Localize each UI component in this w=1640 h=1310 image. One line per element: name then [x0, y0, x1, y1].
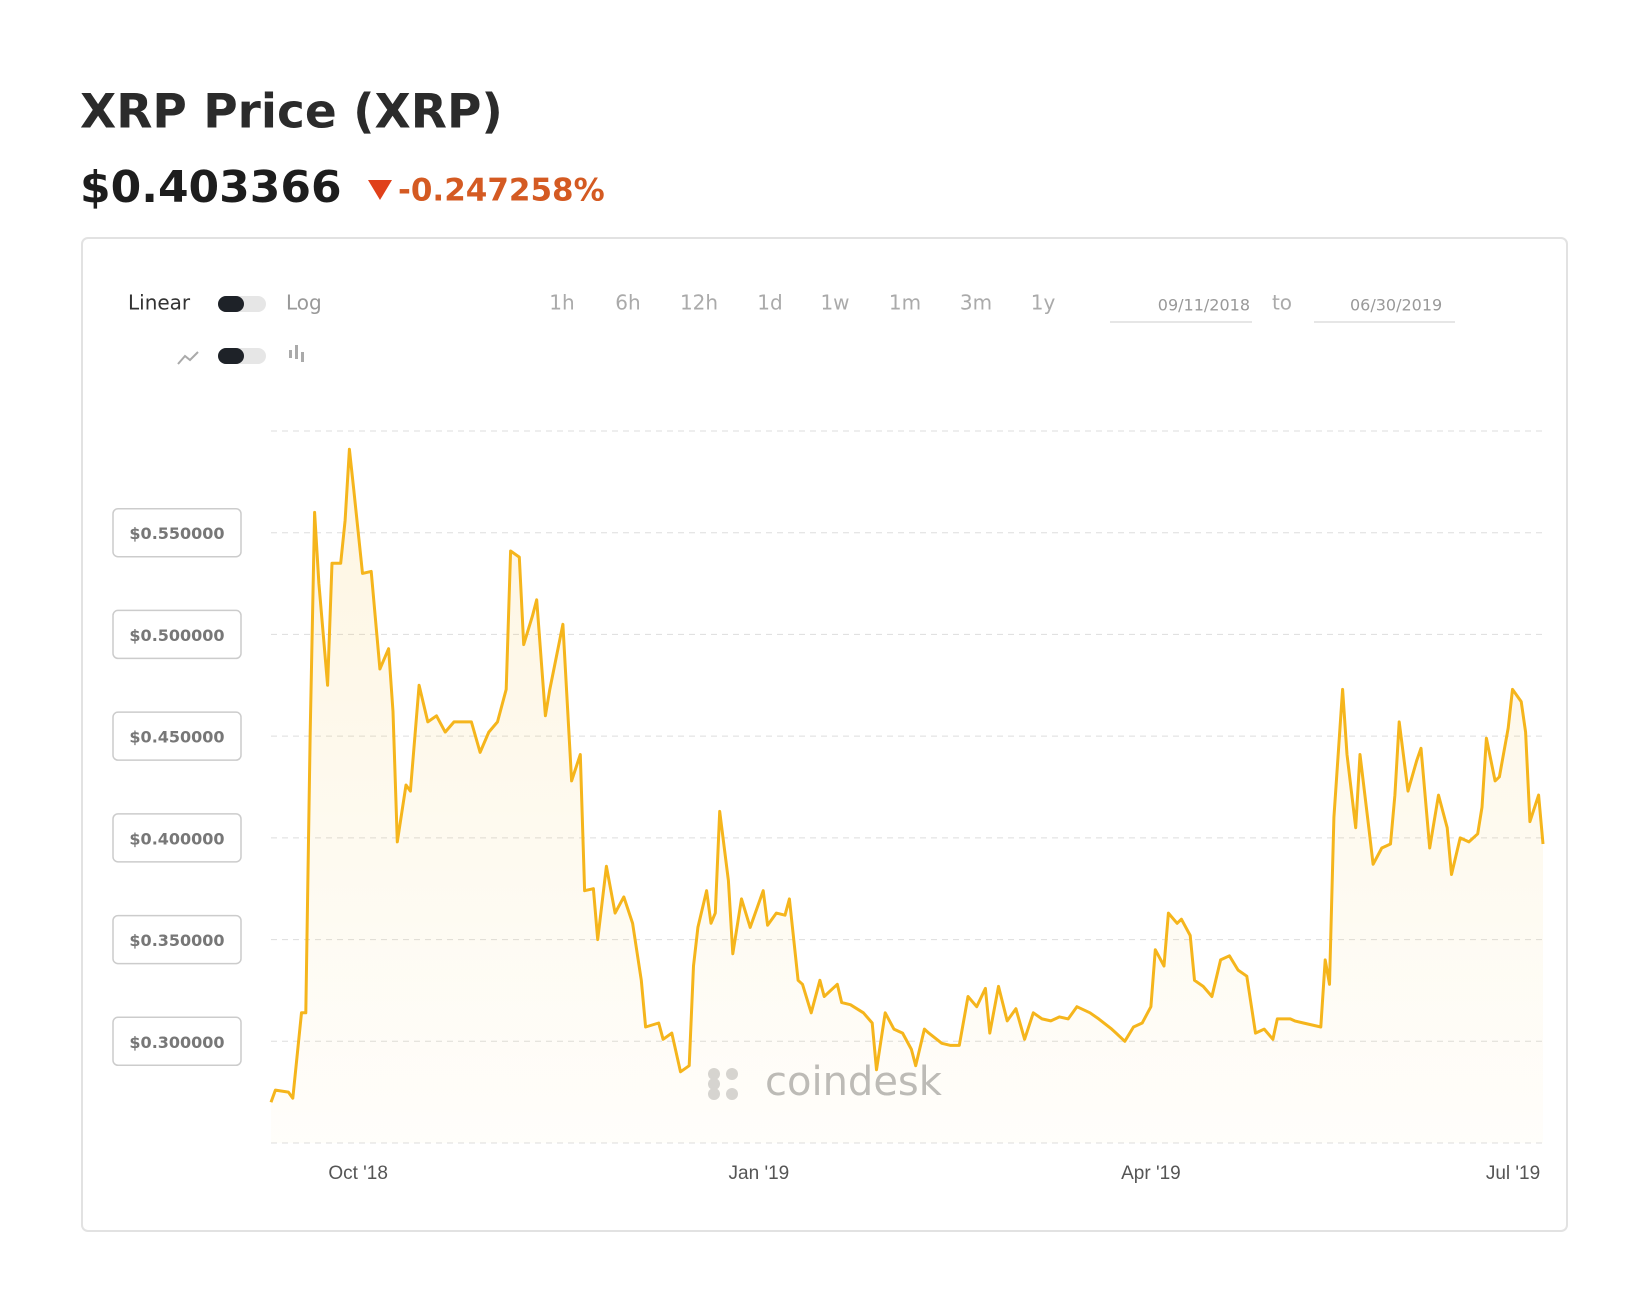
page-title: XRP Price (XRP)	[80, 85, 503, 140]
x-tick-label: Oct '18	[328, 1163, 388, 1184]
range-button[interactable]: 1h	[549, 291, 574, 315]
range-button[interactable]: 1w	[820, 291, 849, 315]
y-tick-label: $0.450000	[129, 728, 224, 747]
x-tick-label: Jan '19	[729, 1163, 790, 1184]
y-tick-label: $0.350000	[129, 931, 224, 950]
line-icon[interactable]	[177, 351, 199, 365]
from-date[interactable]: 09/11/2018	[1158, 296, 1250, 315]
candle-icon[interactable]	[289, 345, 304, 362]
area-fill	[271, 449, 1543, 1143]
to-label: to	[1272, 291, 1292, 315]
x-tick-label: Apr '19	[1121, 1163, 1181, 1184]
y-tick-label: $0.500000	[129, 626, 224, 645]
log-label[interactable]: Log	[286, 291, 322, 315]
y-tick-box	[112, 813, 242, 863]
price-line	[269, 447, 1545, 1103]
y-tick-label: $0.300000	[129, 1033, 224, 1052]
down-arrow	[368, 180, 392, 200]
y-tick-box	[112, 711, 242, 761]
toggle-knob	[218, 348, 244, 364]
price: $0.403366	[80, 162, 342, 213]
y-tick-box	[112, 609, 242, 660]
linear-label[interactable]: Linear	[128, 291, 191, 315]
price-change: -0.247258%	[398, 173, 605, 209]
range-button[interactable]: 1d	[757, 291, 782, 315]
range-button[interactable]: 6h	[615, 291, 640, 315]
y-tick-box	[112, 1016, 242, 1067]
x-tick-label: Jul '19	[1486, 1163, 1540, 1184]
y-tick-box	[112, 507, 242, 558]
to-date[interactable]: 06/30/2019	[1350, 296, 1442, 315]
range-button[interactable]: 12h	[680, 291, 718, 315]
range-button[interactable]: 1m	[889, 291, 921, 315]
y-tick-label: $0.550000	[129, 524, 224, 543]
range-button[interactable]: 3m	[960, 291, 992, 315]
toggle-knob	[218, 296, 244, 312]
y-tick-label: $0.400000	[129, 829, 224, 848]
range-button[interactable]: 1y	[1031, 291, 1056, 315]
y-tick-box	[112, 914, 242, 965]
